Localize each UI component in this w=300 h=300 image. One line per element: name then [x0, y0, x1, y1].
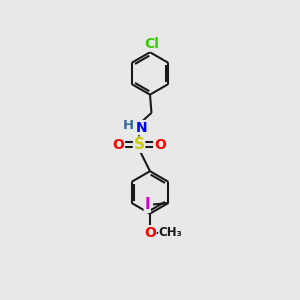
- Text: O: O: [112, 138, 124, 152]
- Text: S: S: [134, 137, 145, 152]
- Text: O: O: [154, 138, 166, 152]
- Text: H: H: [123, 119, 134, 132]
- Text: CH₃: CH₃: [159, 226, 182, 239]
- Text: I: I: [144, 197, 150, 212]
- Text: N: N: [136, 121, 147, 135]
- Text: O: O: [144, 226, 156, 240]
- Text: Cl: Cl: [144, 37, 159, 51]
